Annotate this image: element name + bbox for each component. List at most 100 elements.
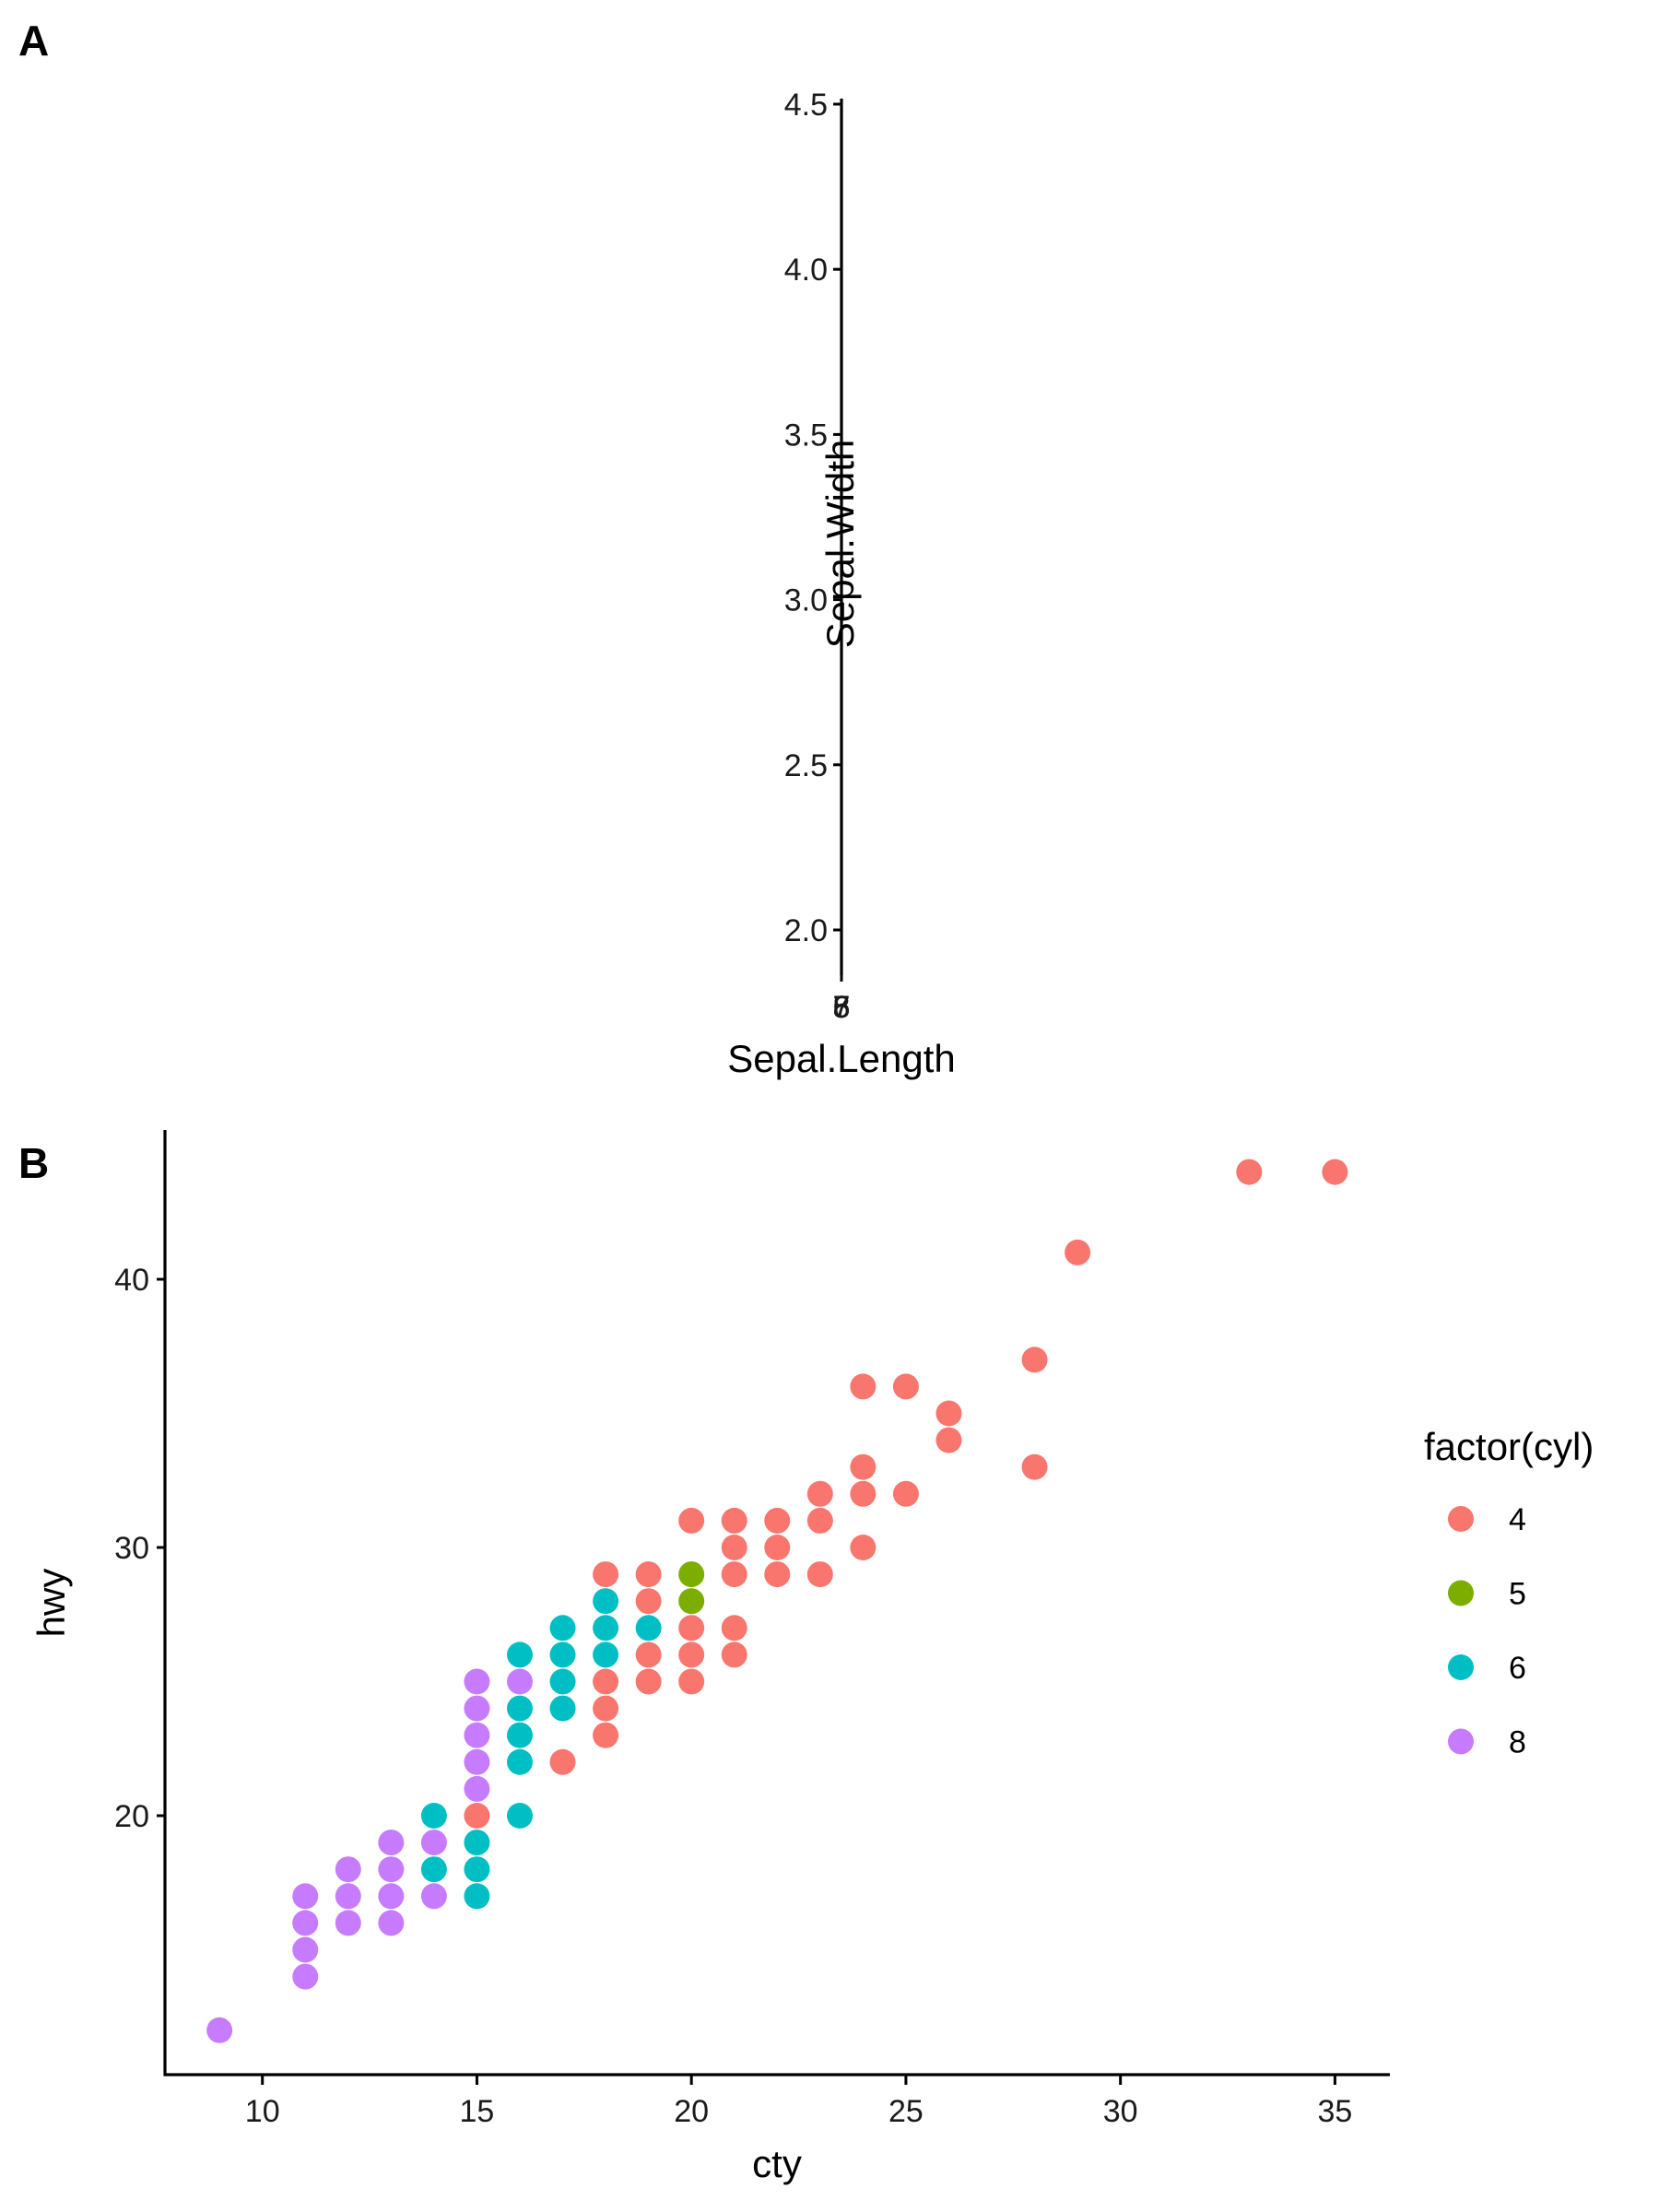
legend-items: 4 5 6 8 — [1448, 1502, 1526, 1760]
data-point-cyl-6 — [464, 1856, 490, 1883]
data-point-cyl-4 — [721, 1535, 747, 1560]
data-point-cyl-4 — [635, 1588, 662, 1615]
data-point-cyl-8 — [378, 1856, 405, 1883]
panel-b-x-axis-title: cty — [752, 2142, 802, 2185]
panel-b-x-tick-label: 30 — [1103, 2094, 1138, 2129]
data-point-cyl-4 — [1322, 1159, 1348, 1185]
data-point-cyl-4 — [850, 1453, 877, 1480]
data-point-cyl-4 — [1021, 1347, 1048, 1373]
panel-a-y-tick-label: 3.0 — [784, 583, 828, 618]
data-point-cyl-4 — [464, 1803, 490, 1829]
data-point-cyl-4 — [549, 1748, 576, 1775]
data-point-cyl-6 — [506, 1803, 533, 1829]
data-point-cyl-4 — [806, 1507, 833, 1534]
legend: factor(cyl) 4 5 6 8 — [1424, 1425, 1594, 1760]
legend-item-cyl-8: 8 — [1448, 1725, 1526, 1760]
data-point-cyl-4 — [892, 1480, 919, 1507]
legend-item-label: 4 — [1509, 1502, 1526, 1537]
legend-key-dot — [1448, 1654, 1474, 1680]
legend-key-dot — [1448, 1506, 1474, 1532]
data-point-cyl-4 — [764, 1507, 791, 1534]
panel-a-y-tick-label: 2.5 — [784, 748, 828, 783]
data-point-cyl-6 — [549, 1641, 576, 1668]
data-point-cyl-6 — [593, 1615, 619, 1641]
data-point-cyl-6 — [420, 1856, 447, 1883]
panel-b-x-tick-label: 35 — [1317, 2094, 1352, 2129]
data-point-cyl-8 — [335, 1910, 361, 1936]
data-point-cyl-6 — [506, 1748, 533, 1775]
panel-b-x-tick-label: 20 — [674, 2094, 709, 2129]
data-point-cyl-6 — [549, 1695, 576, 1722]
data-point-cyl-5 — [678, 1588, 705, 1615]
data-point-cyl-4 — [593, 1561, 619, 1588]
data-point-cyl-8 — [464, 1775, 490, 1802]
legend-item-label: 8 — [1509, 1725, 1526, 1760]
panel-b-y-axis-title: hwy — [29, 1569, 73, 1638]
data-point-cyl-6 — [506, 1722, 533, 1748]
data-point-cyl-6 — [464, 1883, 490, 1910]
data-point-cyl-4 — [806, 1480, 833, 1507]
data-point-cyl-4 — [1065, 1239, 1091, 1265]
panel-a-y-tick-label: 4.0 — [784, 253, 828, 288]
data-point-cyl-6 — [593, 1641, 619, 1668]
legend-item-label: 5 — [1509, 1577, 1526, 1612]
data-point-cyl-4 — [678, 1615, 705, 1641]
data-point-cyl-4 — [593, 1668, 619, 1695]
panel-b-x-tick-label: 15 — [460, 2094, 495, 2129]
data-point-cyl-4 — [850, 1480, 877, 1507]
data-point-cyl-6 — [549, 1668, 576, 1695]
panel-a-y-tick-label: 2.0 — [784, 913, 828, 948]
legend-title: factor(cyl) — [1424, 1425, 1594, 1468]
panel-a-x-tick-label: 6 — [833, 990, 851, 1025]
data-point-cyl-4 — [678, 1641, 705, 1668]
data-point-cyl-4 — [850, 1535, 877, 1560]
data-point-cyl-8 — [292, 1910, 319, 1936]
data-point-cyl-4 — [850, 1373, 877, 1400]
data-point-cyl-4 — [678, 1668, 705, 1695]
data-point-cyl-6 — [593, 1588, 619, 1615]
data-point-cyl-4 — [593, 1722, 619, 1748]
data-point-cyl-4 — [593, 1695, 619, 1722]
data-point-cyl-4 — [635, 1561, 662, 1588]
panel-b-x-ticks: 10 15 20 25 30 35 — [245, 2075, 1352, 2129]
data-point-cyl-6 — [420, 1803, 447, 1829]
data-point-cyl-4 — [935, 1400, 962, 1427]
panel-a-x-tick-label: 7 — [833, 990, 851, 1025]
panel-a-tag: A — [18, 17, 49, 65]
data-point-cyl-6 — [506, 1641, 533, 1668]
panel-a-y-ticks: 2.0 2.5 3.0 3.5 4.0 4.5 — [784, 88, 841, 948]
legend-key-dot — [1448, 1728, 1474, 1755]
data-point-cyl-5 — [678, 1561, 705, 1588]
data-point-cyl-8 — [420, 1883, 447, 1910]
data-point-cyl-6 — [506, 1695, 533, 1722]
panel-b-y-ticks: 20 30 40 — [114, 1263, 165, 1834]
panel-b-x-tick-label: 10 — [245, 2094, 280, 2129]
panel-b-tag: B — [18, 1139, 49, 1187]
panel-b-points — [206, 1159, 1348, 2043]
data-point-cyl-4 — [806, 1561, 833, 1588]
data-point-cyl-4 — [764, 1535, 791, 1560]
data-point-cyl-8 — [506, 1668, 533, 1695]
panel-b-y-tick-label: 40 — [114, 1263, 149, 1298]
data-point-cyl-4 — [721, 1561, 747, 1588]
panel-b-y-tick-label: 30 — [114, 1531, 149, 1566]
data-point-cyl-8 — [378, 1910, 405, 1936]
panel-a-x-tick-label: 5 — [833, 990, 851, 1025]
data-point-cyl-4 — [721, 1507, 747, 1534]
legend-key-dot — [1448, 1580, 1474, 1606]
data-point-cyl-8 — [464, 1695, 490, 1722]
data-point-cyl-4 — [635, 1668, 662, 1695]
legend-item-cyl-6: 6 — [1448, 1651, 1526, 1686]
data-point-cyl-8 — [292, 1963, 319, 1990]
legend-item-label: 6 — [1509, 1651, 1526, 1686]
panel-b: B 20 30 40 10 15 20 25 30 35 hwy cty factor(cyl… — [18, 1130, 1594, 2185]
data-point-cyl-4 — [721, 1641, 747, 1668]
data-point-cyl-8 — [292, 1936, 319, 1963]
panel-a-y-axis-title: Sepal.Width — [818, 440, 862, 648]
data-point-cyl-4 — [935, 1427, 962, 1453]
data-point-cyl-6 — [635, 1615, 662, 1641]
panel-a-y-tick-label: 3.5 — [784, 418, 828, 453]
data-point-cyl-4 — [721, 1615, 747, 1641]
data-point-cyl-4 — [635, 1641, 662, 1668]
